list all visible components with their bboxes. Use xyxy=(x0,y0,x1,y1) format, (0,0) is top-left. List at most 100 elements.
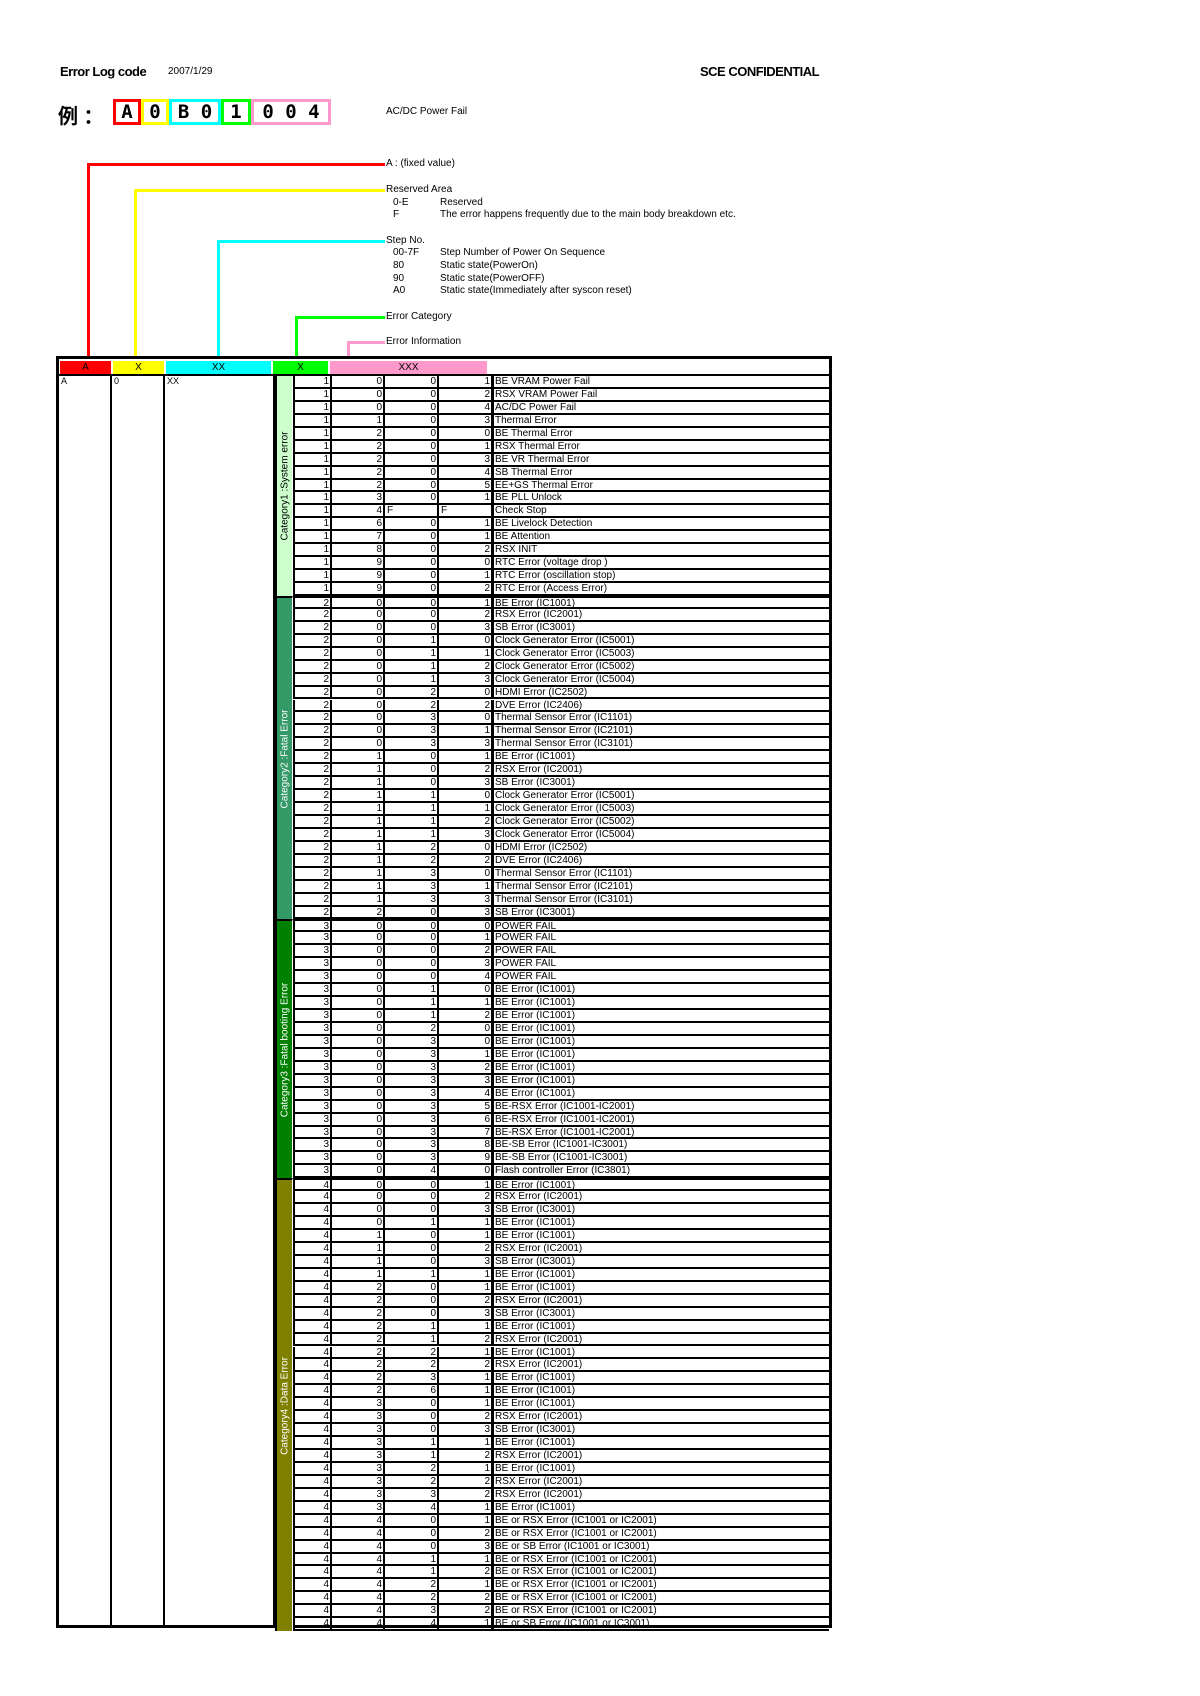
code-digit-3: 1 xyxy=(437,1320,491,1332)
code-digit-3: 1 xyxy=(437,1268,491,1280)
table-row: 1 4 F F Check Stop xyxy=(293,505,829,519)
table-row: 4 4 2 2 BE or RSX Error (IC1001 or IC2001) xyxy=(293,1592,829,1606)
code-digit-2: 0 xyxy=(383,608,437,620)
table-row: 4 1 1 1 BE Error (IC1001) xyxy=(293,1268,829,1282)
code-digit-2: 2 xyxy=(383,1592,437,1604)
fixed-connector-line xyxy=(87,163,385,166)
code-digit-1: 1 xyxy=(330,1242,383,1254)
code-digit-1: 2 xyxy=(330,1294,383,1306)
code-digit-3: 1 xyxy=(437,1398,491,1410)
error-description: RSX Error (IC2001) xyxy=(491,1242,829,1254)
error-description: BE or RSX Error (IC1001 or IC2001) xyxy=(491,1553,829,1565)
category-label-cell: Category2 :Fatal Error xyxy=(275,595,293,920)
code-digit-1: 1 xyxy=(330,841,383,853)
code-digit-2: 3 xyxy=(383,1126,437,1138)
table-row: 4 2 3 1 BE Error (IC1001) xyxy=(293,1372,829,1386)
error-description: BE Error (IC1001) xyxy=(491,1048,829,1060)
category-code: 2 xyxy=(293,608,330,620)
category-code: 3 xyxy=(293,1048,330,1060)
table-row: 4 3 0 2 RSX Error (IC2001) xyxy=(293,1411,829,1425)
error-description: BE Attention xyxy=(491,531,829,543)
code-digit-2: 0 xyxy=(383,1411,437,1423)
error-description: BE-RSX Error (IC1001-IC2001) xyxy=(491,1126,829,1138)
code-digit-1: 0 xyxy=(330,984,383,996)
code-digit-1: 0 xyxy=(330,932,383,944)
code-digit-1: 4 xyxy=(330,1592,383,1604)
code-digit-2: 1 xyxy=(383,1320,437,1332)
code-digit-2: 0 xyxy=(383,557,437,569)
code-digit-3: 2 xyxy=(437,583,491,594)
code-digit-2: 3 xyxy=(383,725,437,737)
code-digit-1: 4 xyxy=(330,1527,383,1539)
example-label: 例 ： xyxy=(58,106,104,128)
error-description: BE or RSX Error (IC1001 or IC2001) xyxy=(491,1514,829,1526)
table-row: 2 1 2 2 DVE Error (IC2406) xyxy=(293,854,829,868)
code-digit-3: 0 xyxy=(437,1023,491,1034)
error-description: RSX Error (IC2001) xyxy=(491,764,829,776)
error-description: Clock Generator Error (IC5002) xyxy=(491,660,829,672)
code-digit-3: 3 xyxy=(437,414,491,426)
code-digit-2: 0 xyxy=(383,414,437,426)
document-title: Error Log code xyxy=(60,64,147,79)
table-row: 1 6 0 1 BE Livelock Detection xyxy=(293,518,829,532)
code-digit-2: 0 xyxy=(383,1242,437,1254)
category-code: 1 xyxy=(293,376,330,387)
code-digit-1: 0 xyxy=(330,1113,383,1125)
code-digit-3: 3 xyxy=(437,1307,491,1319)
category-code: 2 xyxy=(293,828,330,840)
code-digit-3: 1 xyxy=(437,1385,491,1397)
code-digit-1: 2 xyxy=(330,1281,383,1293)
code-digit-2: 3 xyxy=(383,712,437,724)
code-digit-1: 0 xyxy=(330,971,383,983)
category-code: 4 xyxy=(293,1424,330,1436)
error-description: BE Error (IC1001) xyxy=(491,1281,829,1293)
category-code: 3 xyxy=(293,932,330,944)
error-description: BE Error (IC1001) xyxy=(491,1035,829,1047)
table-row: 1 2 0 4 SB Thermal Error xyxy=(293,466,829,480)
error-description: RSX VRAM Power Fail xyxy=(491,388,829,400)
code-digit-2: 3 xyxy=(383,1061,437,1073)
code-digit-2: 1 xyxy=(383,997,437,1009)
category-code: 2 xyxy=(293,634,330,646)
code-digit-1: 3 xyxy=(330,492,383,504)
error-description: POWER FAIL xyxy=(491,958,829,970)
category-label-cell: Category1 :System error xyxy=(275,376,293,596)
error-description: BE Thermal Error xyxy=(491,427,829,439)
category-code: 2 xyxy=(293,854,330,866)
error-description: BE Error (IC1001) xyxy=(491,1180,829,1190)
code-digit-2: 6 xyxy=(383,1385,437,1397)
code-digit-2: 1 xyxy=(383,634,437,646)
code-digit-1: 4 xyxy=(330,1566,383,1578)
code-digit-3: 0 xyxy=(437,790,491,802)
error-description: BE or RSX Error (IC1001 or IC2001) xyxy=(491,1566,829,1578)
error-description: SB Error (IC3001) xyxy=(491,1424,829,1436)
code-digit-1: 0 xyxy=(330,621,383,633)
category-code: 1 xyxy=(293,414,330,426)
code-digit-3: 1 xyxy=(437,518,491,530)
code-digit-2: 3 xyxy=(383,1074,437,1086)
code-digit-2: 3 xyxy=(383,1605,437,1617)
error-description: BE Error (IC1001) xyxy=(491,1462,829,1474)
error-description: HDMI Error (IC2502) xyxy=(491,841,829,853)
error-description: RSX INIT xyxy=(491,544,829,556)
code-digit-3: 9 xyxy=(437,1152,491,1164)
category-label-cell: Category4 :Data Error xyxy=(275,1178,293,1632)
category-code: 3 xyxy=(293,1074,330,1086)
table-row: 3 0 3 5 BE-RSX Error (IC1001-IC2001) xyxy=(293,1100,829,1114)
code-digit-3: 2 xyxy=(437,1242,491,1254)
error-description: Thermal Sensor Error (IC2101) xyxy=(491,725,829,737)
table-row: 2 1 2 0 HDMI Error (IC2502) xyxy=(293,841,829,855)
category-label-cell: Category3 :Fatal booting Error xyxy=(275,919,293,1179)
category-code: 1 xyxy=(293,544,330,556)
category-code: 2 xyxy=(293,777,330,789)
code-digit-2: 0 xyxy=(383,1255,437,1267)
category-code: 1 xyxy=(293,427,330,439)
category-code: 1 xyxy=(293,531,330,543)
category-code: 4 xyxy=(293,1579,330,1591)
error-description: EE+GS Thermal Error xyxy=(491,479,829,491)
fixed-connector-line xyxy=(87,163,90,359)
table-row: 1 3 0 1 BE PLL Unlock xyxy=(293,492,829,506)
code-digit-2: 0 xyxy=(383,492,437,504)
code-digit-3: 0 xyxy=(437,634,491,646)
code-digit-2: 4 xyxy=(383,1618,437,1630)
